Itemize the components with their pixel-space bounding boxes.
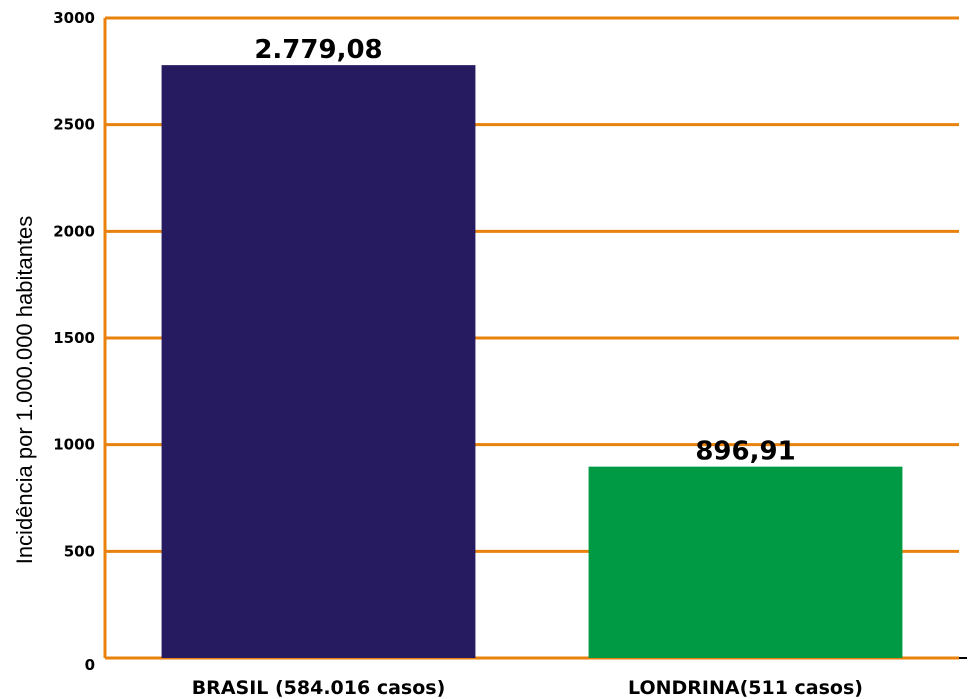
data-label: 896,91	[695, 437, 795, 467]
y-tick-label: 2500	[53, 116, 95, 134]
y-tick-label: 1000	[53, 436, 95, 454]
y-tick-label: 500	[64, 542, 95, 560]
category-label: LONDRINA(511 casos)	[628, 677, 863, 699]
bar	[588, 466, 903, 658]
y-tick-label: 3000	[53, 9, 95, 27]
y-axis-ticks: 0 500 1000 1500 2000 2500 3000	[53, 9, 95, 674]
data-label: 2.779,08	[254, 35, 382, 65]
category-label: BRASIL (584.016 casos)	[192, 677, 446, 699]
y-axis-label: Incidência por 1.000.000 habitantes	[12, 216, 37, 565]
data-labels: 2.779,08 896,91	[254, 35, 795, 467]
bars	[161, 65, 903, 659]
bar	[161, 65, 476, 659]
y-tick-label: 0	[85, 656, 95, 674]
category-labels: BRASIL (584.016 casos) LONDRINA(511 casos…	[192, 677, 863, 699]
y-tick-label: 1500	[53, 329, 95, 347]
y-tick-label: 2000	[53, 222, 95, 240]
